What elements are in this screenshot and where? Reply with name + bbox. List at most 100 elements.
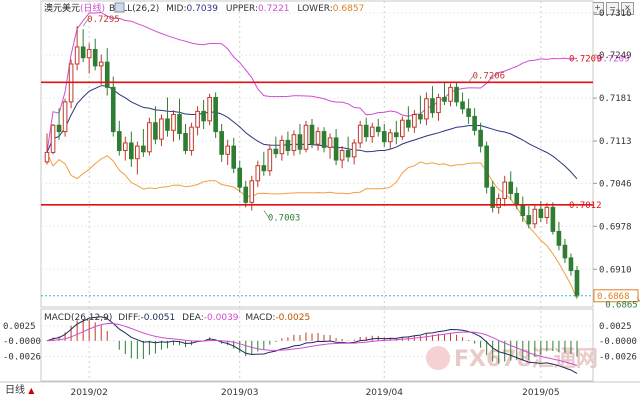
candle-body xyxy=(351,142,357,158)
candle-body xyxy=(568,257,574,272)
annotation-label: 0.7206 xyxy=(473,71,506,81)
macd-y-tick-label: -0.0026 xyxy=(599,352,637,362)
last-price-tag-bg xyxy=(593,289,639,303)
candle-body xyxy=(490,186,495,208)
macd-label: MACD: xyxy=(245,313,275,323)
candle-body xyxy=(62,101,68,133)
mid-label: MID: xyxy=(166,4,186,14)
last-price-tag: 0.6868 xyxy=(597,292,630,302)
candle-body xyxy=(189,126,194,152)
candle-body xyxy=(550,206,556,232)
upper-end-label-bg xyxy=(594,52,638,65)
candle-body xyxy=(147,122,152,153)
macd-indicator: MACD(26,12,9) xyxy=(44,313,112,323)
macd-y-tick-label-left: -0.0026 xyxy=(3,352,41,362)
candle-body xyxy=(520,204,526,217)
candle-body xyxy=(333,137,339,161)
boll-upper-line xyxy=(46,11,578,153)
candle-body xyxy=(213,96,218,133)
candle-body xyxy=(255,165,261,182)
price-header: 澳元美元(日线) BOLL(26,2) MID:0.7039 UPPER:0.72… xyxy=(44,2,364,14)
candle-body xyxy=(297,134,303,150)
candle-body xyxy=(92,48,98,67)
candle-body xyxy=(345,150,351,158)
toolbar-icons: + − × xyxy=(591,2,634,15)
candle-body xyxy=(430,98,435,114)
candle-body xyxy=(129,142,134,160)
candle-body xyxy=(363,124,369,138)
candle-body xyxy=(159,118,164,140)
lower-label: LOWER: xyxy=(297,4,332,14)
candle-body xyxy=(424,98,429,120)
candle-body xyxy=(153,122,158,140)
macd-dea-line xyxy=(46,323,578,366)
x-tick-label: 2019/04 xyxy=(366,388,404,398)
candle-body xyxy=(502,181,508,200)
candle-body xyxy=(177,114,182,134)
period-button[interactable]: 日线 ▲ xyxy=(2,384,37,398)
candle-body xyxy=(466,108,471,117)
price-panel xyxy=(40,0,594,308)
candle-body xyxy=(225,145,230,155)
annotation-label: 0.7295 xyxy=(87,15,120,25)
macd-y-tick-label: 0.0025 xyxy=(599,322,632,332)
candle-body xyxy=(207,96,212,122)
candle-body xyxy=(526,215,532,225)
candle-body xyxy=(315,131,321,145)
candle-body xyxy=(261,165,267,172)
watermark-text: FX678汇通网 xyxy=(454,347,598,372)
indicator-settings-icon[interactable] xyxy=(114,2,125,13)
y-tick-label: 0.6978 xyxy=(599,222,632,232)
candle-body xyxy=(195,110,200,128)
candle-body xyxy=(110,86,116,133)
candle-body xyxy=(165,118,170,131)
candle-body xyxy=(56,124,62,133)
candle-body xyxy=(514,192,520,206)
period-tag: (日线) xyxy=(80,2,105,14)
candle-body xyxy=(454,86,459,103)
candle-body xyxy=(394,132,399,138)
annotation-label: 0.7003 xyxy=(268,214,301,224)
candle-body xyxy=(532,208,538,225)
candle-body xyxy=(436,96,441,114)
period-button-label: 日线 xyxy=(5,385,25,396)
candle-body xyxy=(243,186,249,203)
candle-body xyxy=(327,137,333,148)
candle-body xyxy=(448,86,453,102)
mid-value: 0.7039 xyxy=(187,4,219,14)
macd-y-tick-label-left: 0.0025 xyxy=(3,322,36,332)
candle-body xyxy=(116,131,122,152)
x-tick-label: 2019/05 xyxy=(522,388,559,398)
candle-body xyxy=(538,208,544,218)
candle-body xyxy=(279,139,285,155)
lower-value: 0.6857 xyxy=(333,4,365,14)
candle-body xyxy=(309,124,315,145)
diff-label: DIFF: xyxy=(118,313,140,323)
candle-body xyxy=(544,206,550,218)
candle-body xyxy=(44,151,50,163)
candle-body xyxy=(556,230,562,246)
close-icon[interactable]: × xyxy=(621,2,634,15)
candle-body xyxy=(412,114,417,128)
upper-value: 0.7221 xyxy=(258,4,290,14)
candle-body xyxy=(50,124,56,153)
y-tick-label: 0.6910 xyxy=(599,265,632,275)
zoom-out-icon[interactable]: − xyxy=(606,2,619,15)
candle-body xyxy=(231,145,237,169)
x-tick-label: 2019/03 xyxy=(221,388,258,398)
annotation-leader xyxy=(82,18,89,27)
candle-body xyxy=(104,61,110,88)
candle-body xyxy=(291,134,297,152)
candle-body xyxy=(508,181,514,194)
candle-body xyxy=(478,129,483,147)
y-tick-label: 0.7046 xyxy=(599,179,632,189)
zoom-in-icon[interactable]: + xyxy=(591,2,604,15)
upper-label: UPPER: xyxy=(226,4,258,14)
candle-body xyxy=(135,145,140,160)
dea-value: -0.0039 xyxy=(204,313,239,323)
candle-body xyxy=(406,119,411,128)
candle-body xyxy=(321,131,327,148)
symbol-name: 澳元美元 xyxy=(44,2,80,14)
macd-y-tick-label-left: -0.0000 xyxy=(3,337,41,347)
